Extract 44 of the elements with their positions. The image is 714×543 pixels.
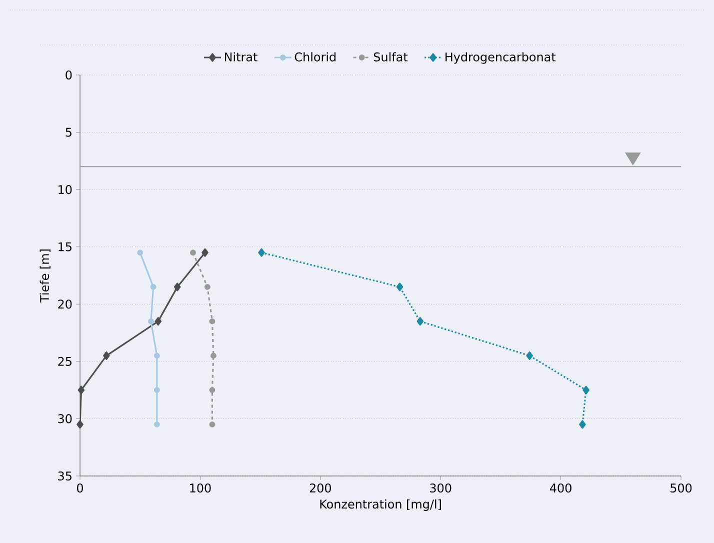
x-tick-label: 500 — [670, 483, 692, 493]
legend-label: Hydrogencarbonat — [446, 52, 556, 64]
x-tick-label: 0 — [76, 483, 84, 493]
y-tick-label: 5 — [66, 128, 72, 137]
y-tick-label: 25 — [58, 356, 72, 366]
point — [209, 318, 216, 324]
point — [137, 250, 144, 256]
y-tick-label: 30 — [58, 414, 72, 424]
point — [154, 352, 160, 359]
y-tick-label: 20 — [58, 300, 72, 309]
point — [78, 386, 85, 394]
point — [174, 282, 181, 292]
point — [154, 317, 162, 326]
point — [209, 421, 216, 428]
x-tick-label: 200 — [310, 483, 332, 493]
point — [579, 420, 586, 429]
point — [154, 421, 160, 428]
point — [210, 352, 216, 359]
x-tick-label: 100 — [190, 483, 211, 493]
legend-label: Chlorid — [294, 52, 336, 62]
point — [258, 248, 265, 257]
y-tick-label: 15 — [58, 242, 72, 252]
point — [396, 282, 404, 292]
x-tick-label: 300 — [430, 483, 452, 493]
point — [204, 284, 210, 290]
y-tick-label: 0 — [66, 70, 72, 80]
point — [202, 248, 208, 257]
point — [76, 420, 84, 429]
point — [154, 387, 160, 394]
legend-label: Sulfat — [374, 52, 408, 62]
point — [582, 386, 590, 394]
point — [416, 317, 424, 326]
legend-label: Nitrat — [224, 52, 258, 62]
y-axis-title: Tiefe [m] — [40, 250, 50, 302]
point — [150, 284, 156, 290]
y-tick-label: 35 — [58, 471, 72, 481]
point — [209, 387, 216, 394]
point — [148, 318, 154, 324]
x-tick-label: 400 — [550, 483, 572, 493]
y-tick-label: 10 — [58, 185, 72, 194]
x-axis-title: Konzentration [mg/l] — [320, 499, 441, 511]
point — [103, 351, 110, 360]
point — [190, 250, 196, 256]
point — [526, 351, 533, 360]
